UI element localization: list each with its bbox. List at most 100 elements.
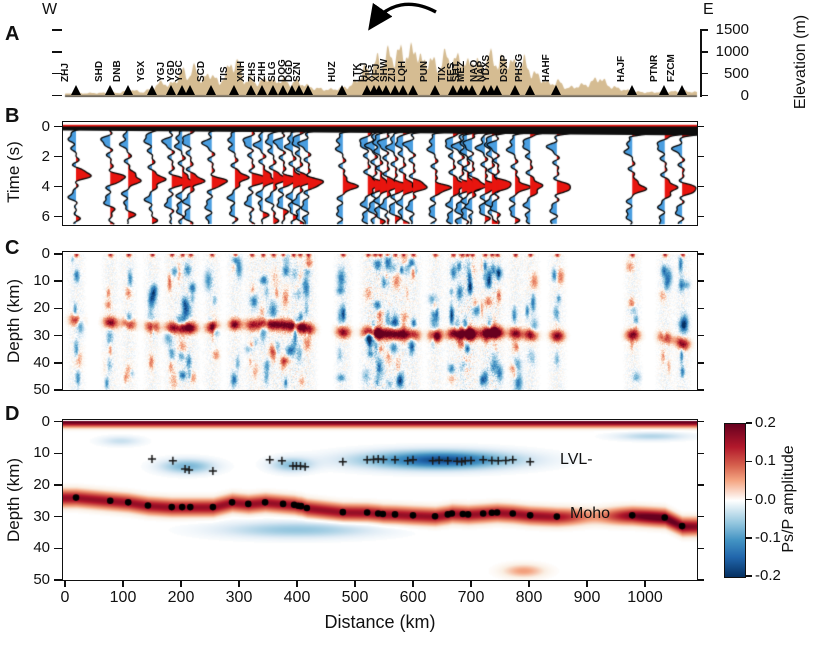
panel-label-c: C	[5, 237, 20, 259]
time-axis-tick	[54, 155, 62, 158]
station-marker-ptnr	[659, 85, 670, 95]
depth-axis-d-tick-label: 10	[33, 444, 50, 462]
depth-axis-c-right-tick	[697, 334, 704, 337]
station-marker-mez	[466, 85, 477, 95]
station-marker-ydxs	[491, 85, 502, 95]
depth-axis-c-tick	[54, 362, 62, 364]
station-marker-zhj	[70, 85, 81, 95]
station-marker-pun	[429, 85, 440, 95]
panel-label-a: A	[5, 23, 20, 45]
distance-tick	[470, 580, 472, 587]
time-axis-tick	[54, 215, 62, 218]
distance-tick-label: 100	[109, 589, 137, 606]
distance-tick-label: 200	[167, 589, 195, 606]
depth-axis-d-tick	[54, 515, 62, 518]
colorbar	[724, 423, 746, 578]
station-marker-dnb	[122, 85, 133, 95]
depth-axis-c-tick	[54, 253, 62, 255]
depth-axis-c-tick-label: 50	[33, 381, 50, 398]
station-markers-layer: ZHJ SHD DNB YGX YGJ YGD YGC SCD TIS XNH ZHS ZHH SLG D…	[0, 0, 817, 100]
time-axis-tick	[54, 125, 62, 128]
smoothed-image-canvas	[62, 419, 697, 580]
station-marker-huz	[337, 85, 348, 95]
depth-axis-d-tick-label: 40	[33, 539, 50, 557]
elevation-tick	[700, 51, 708, 53]
elevation-tick-label: 1000	[715, 42, 749, 60]
distance-tick	[412, 580, 414, 587]
distance-tick-label: 0	[60, 589, 70, 606]
depth-axis-d-tick	[54, 579, 62, 581]
elevation-tick-label: 0	[740, 86, 749, 104]
distance-tick	[238, 580, 240, 587]
distance-tick	[296, 580, 298, 587]
depth-axis-d-tick	[54, 484, 62, 486]
colorbar-tick	[745, 422, 752, 424]
colorbar-tick-label: 0.0	[755, 490, 776, 508]
distance-tick	[354, 580, 356, 587]
station-marker-dog	[287, 85, 298, 95]
time-axis-tick-label: 4	[41, 177, 50, 195]
colorbar-tick-label: 0.2	[755, 414, 776, 431]
panel-b-box	[61, 120, 698, 226]
station-marker-phsg	[524, 85, 535, 95]
depth-axis-c-tick	[54, 334, 62, 337]
station-marker-tis	[229, 85, 240, 95]
depth-axis-c-right-tick	[697, 389, 704, 391]
west-label: W	[42, 1, 58, 18]
station-marker-ltk	[362, 85, 373, 95]
elevation-profile-canvas	[63, 18, 698, 98]
elevation-tick-label: 1500	[715, 21, 749, 38]
time-axis-right-tick	[697, 215, 704, 218]
west-elevation-tick	[52, 29, 62, 31]
panel-label-b: B	[5, 105, 20, 127]
station-marker-shw	[389, 85, 400, 95]
panel-c-box	[61, 250, 698, 391]
station-marker-zhs	[257, 85, 268, 95]
depth-axis-c-tick	[54, 307, 62, 310]
station-marker-hajf	[626, 85, 637, 95]
east-label: E	[703, 1, 714, 18]
lvl-annotation: LVL-	[560, 451, 593, 468]
distance-tick-label: 600	[399, 589, 427, 606]
depth-axis-d-tick	[54, 420, 62, 423]
station-marker-dsxp	[509, 85, 520, 95]
depth-axis-c-tick-label: 40	[33, 353, 50, 371]
depth-axis-c-tick	[54, 389, 62, 391]
elevation-axis-line	[700, 29, 702, 97]
distance-tick-label: 900	[573, 589, 601, 606]
station-marker-fes	[456, 85, 467, 95]
station-marker-nao	[479, 85, 490, 95]
time-axis-tick-label: 6	[41, 207, 50, 225]
west-elevation-tick	[52, 51, 62, 53]
annotation-arrow	[368, 2, 437, 31]
distance-tick	[528, 580, 530, 587]
depth-axis-d-right-tick	[697, 515, 704, 518]
station-marker-xig	[374, 85, 385, 95]
colorbar-tick	[745, 575, 752, 577]
colorbar-tick-label: -0.1	[755, 528, 781, 546]
depth-axis-d-right-tick	[697, 484, 704, 486]
elevation-tick-label: 500	[723, 64, 749, 82]
depth-axis-d-tick-label: 30	[33, 507, 50, 525]
distance-tick	[122, 580, 124, 587]
panel-label-d: D	[5, 403, 20, 425]
station-marker-shd	[104, 85, 115, 95]
depth-axis-d-tick	[54, 547, 62, 550]
depth-axis-c-right-tick	[697, 280, 704, 282]
depth-axis-c-tick-label: 20	[33, 299, 50, 317]
station-marker-ygc	[184, 85, 195, 95]
station-marker-slg	[277, 85, 288, 95]
distance-tick-label: 500	[341, 589, 369, 606]
time-axis-tick	[54, 185, 62, 188]
depth-axis-d-right-tick	[697, 547, 704, 550]
colorbar-tick	[745, 460, 752, 462]
depth-axis-c-right-tick	[697, 307, 704, 310]
time-axis-tick-label: 2	[41, 147, 50, 165]
time-axis-right-tick	[697, 185, 704, 188]
station-marker-hahf	[551, 85, 562, 95]
station-marker-hyj	[369, 85, 380, 95]
depth-axis-d-tick	[54, 452, 62, 455]
depth-axis-d-right-tick	[697, 452, 704, 455]
distance-tick	[180, 580, 182, 587]
station-marker-zhh	[267, 85, 278, 95]
